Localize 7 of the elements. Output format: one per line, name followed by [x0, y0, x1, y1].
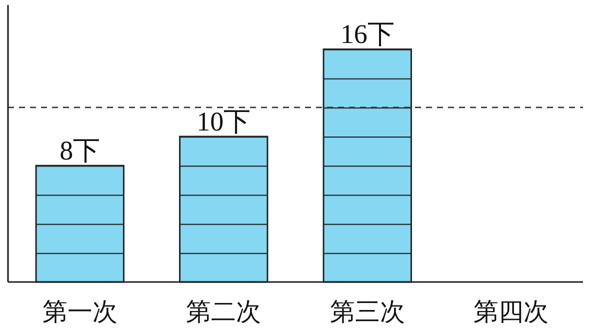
x-tick-label: 第一次 — [42, 299, 118, 326]
x-tick-label: 第三次 — [330, 299, 405, 326]
x-tick-label: 第二次 — [186, 299, 262, 326]
x-tick-label: 第四次 — [474, 299, 549, 326]
data-label: 10下 — [196, 106, 251, 137]
data-label: 16下 — [340, 19, 394, 50]
data-label: 8下 — [60, 136, 100, 166]
